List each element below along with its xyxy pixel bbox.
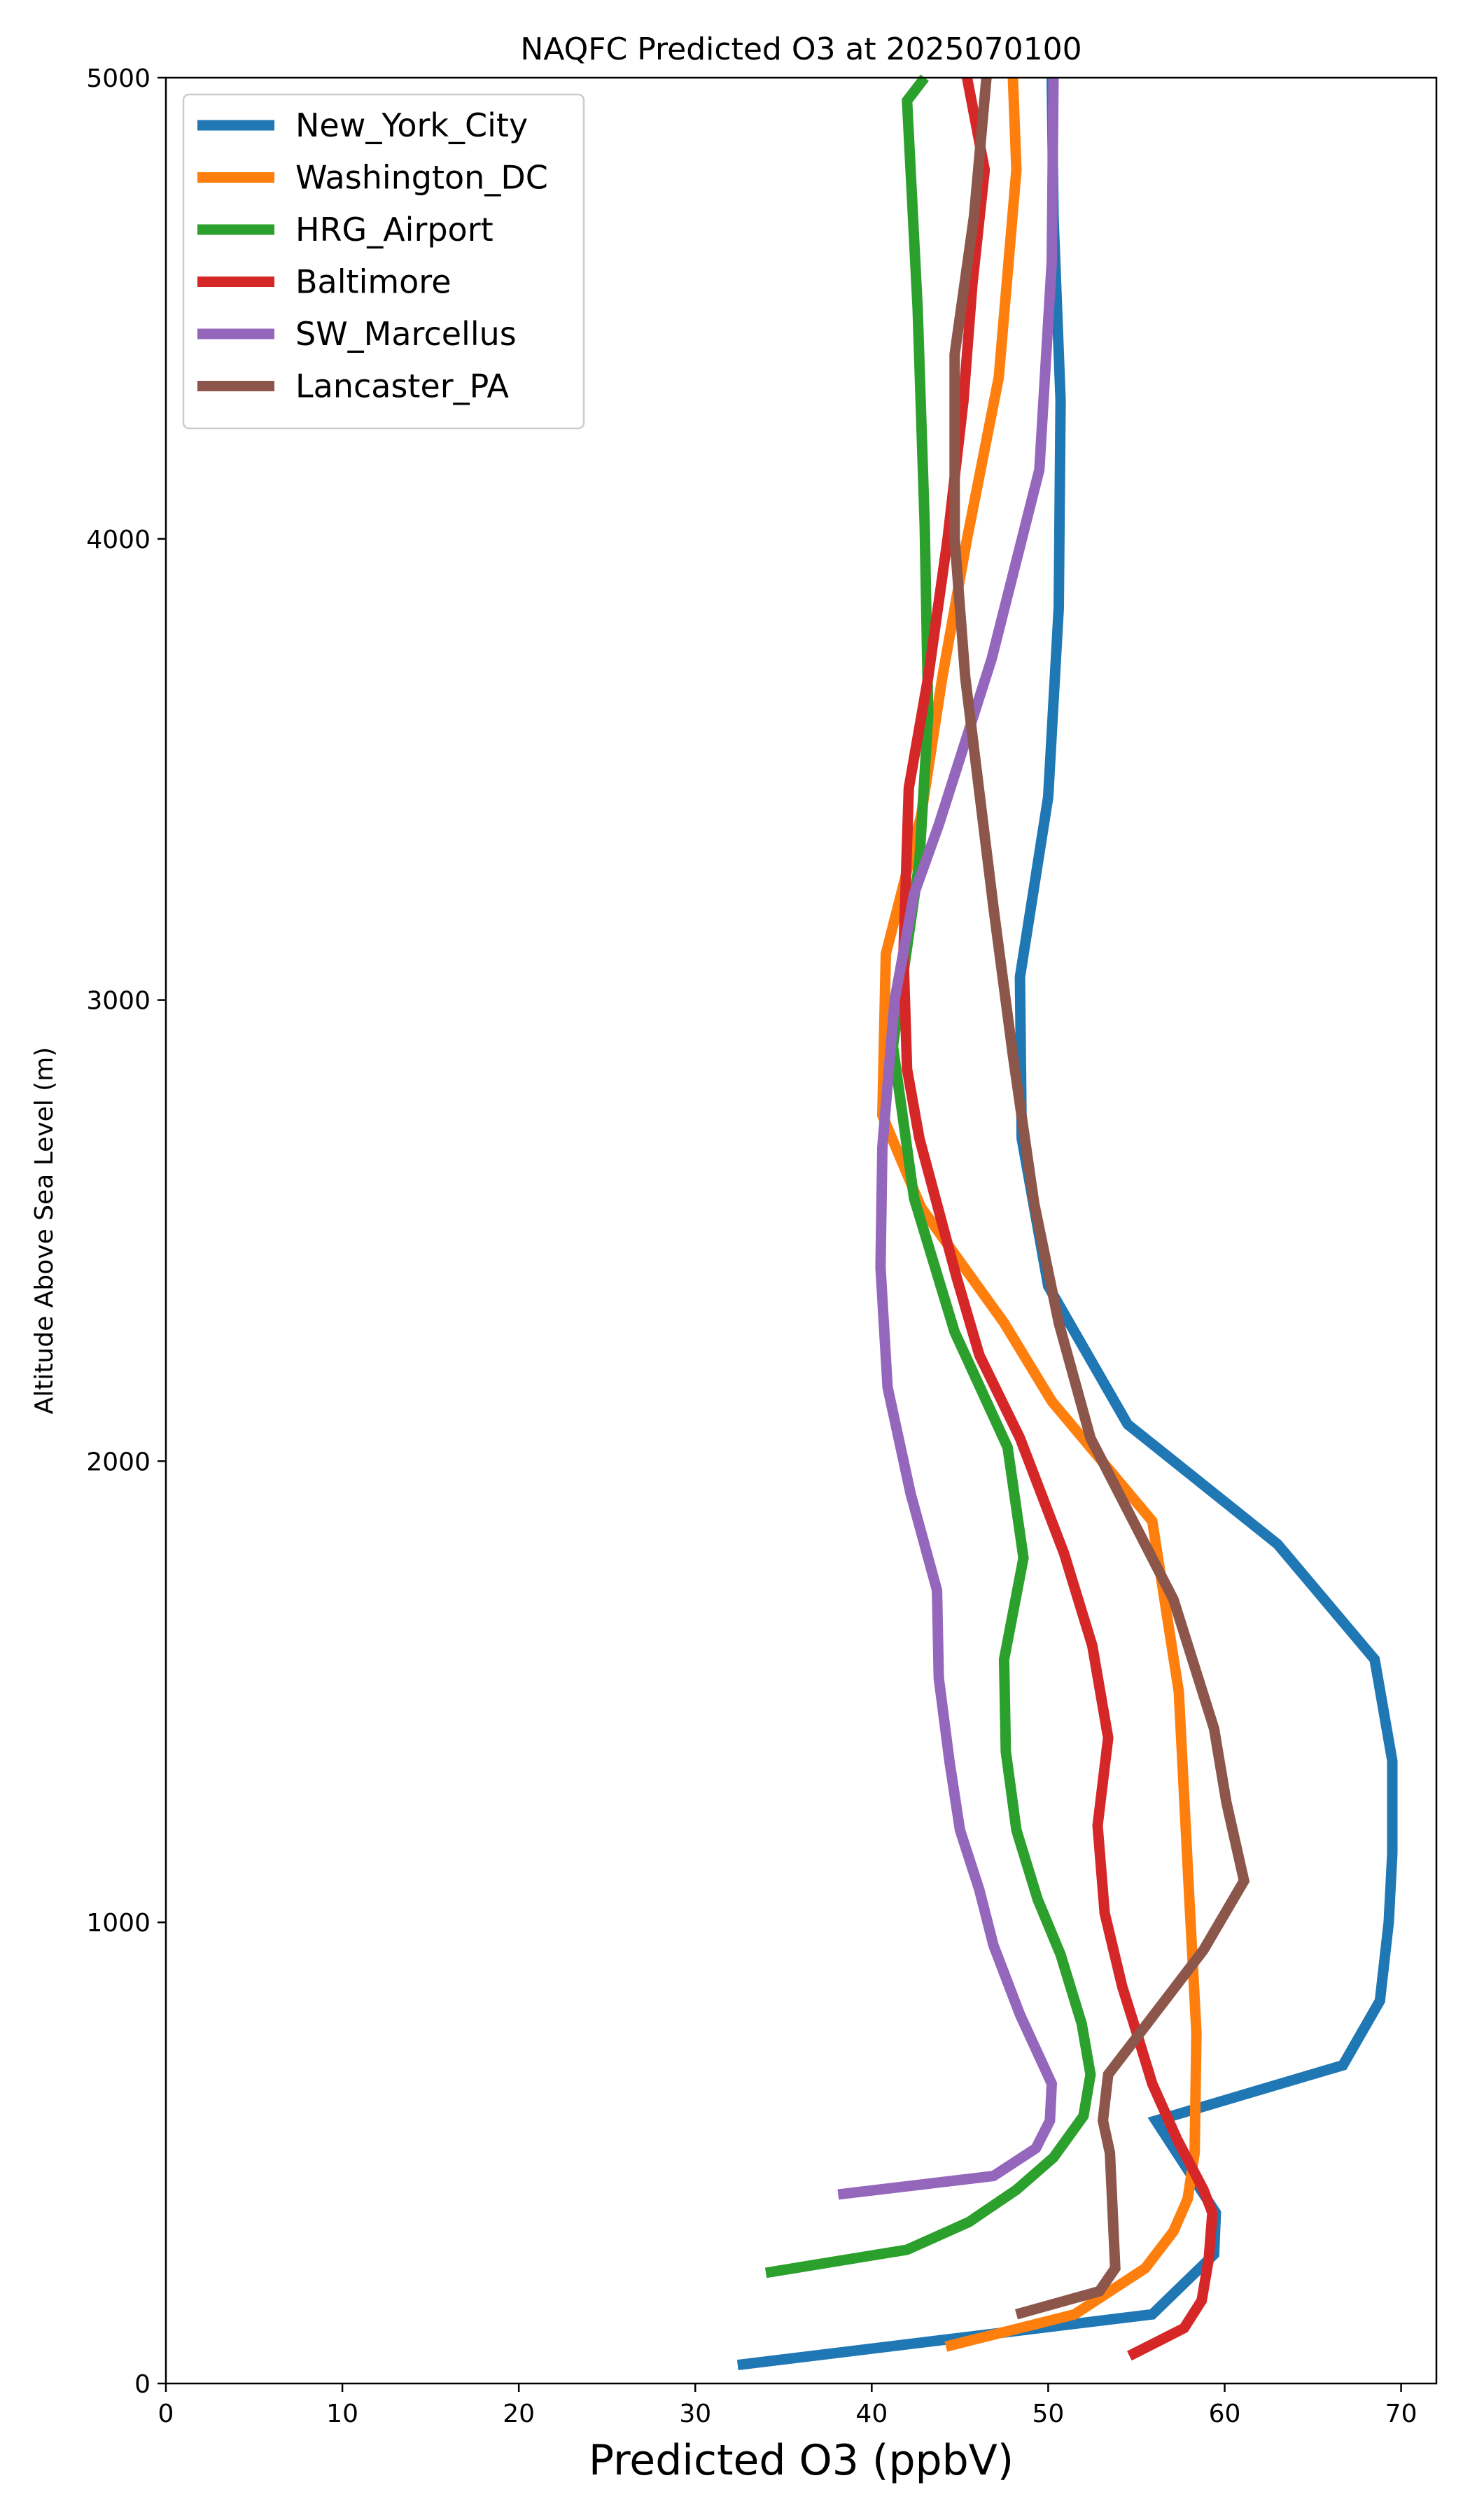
series-line-lancaster-pa [949, 77, 1250, 2320]
x-tick-label: 40 [855, 2400, 888, 2428]
legend-label: New_York_City [295, 106, 528, 144]
x-tick-label: 20 [503, 2400, 535, 2428]
x-axis-label: Predicted O3 (ppbV) [589, 2436, 1014, 2485]
y-tick-label: 1000 [86, 1909, 150, 1938]
legend-box [182, 93, 585, 430]
x-tick-label: 10 [326, 2400, 358, 2428]
x-tick-label: 50 [1032, 2400, 1065, 2428]
y-tick-label: 0 [134, 2370, 150, 2399]
x-axis: 0 10 20 30 40 50 60 70 [158, 2384, 1418, 2428]
x-tick-label: 30 [679, 2400, 711, 2428]
x-tick-label: 70 [1385, 2400, 1418, 2428]
legend-label: Washington_DC [295, 159, 548, 197]
y-tick-label: 3000 [86, 987, 150, 1016]
y-axis: 0 1000 2000 3000 4000 5000 [86, 64, 166, 2399]
legend-label: SW_Marcellus [295, 315, 517, 353]
plot-frame [164, 76, 1438, 2385]
legend-label: Lancaster_PA [295, 368, 509, 405]
chart-title: NAQFC Predicted O3 at 2025070100 [520, 31, 1082, 67]
y-tick-label: 4000 [86, 526, 150, 554]
x-tick-label: 0 [158, 2400, 174, 2428]
legend-label: HRG_Airport [295, 211, 493, 248]
legend-label: Baltimore [295, 263, 451, 301]
legend: New_York_City Washington_DC HRG_Airport Bal… [182, 93, 585, 430]
y-axis-label: Altitude Above Sea Level (m) [30, 1047, 59, 1415]
y-tick-label: 5000 [86, 64, 150, 93]
x-tick-label: 60 [1209, 2400, 1241, 2428]
series-line-sw-marcellus [837, 77, 1059, 2200]
series-layer [736, 74, 1398, 2371]
y-tick-label: 2000 [86, 1448, 150, 1476]
series-line-baltimore [898, 76, 1218, 2361]
